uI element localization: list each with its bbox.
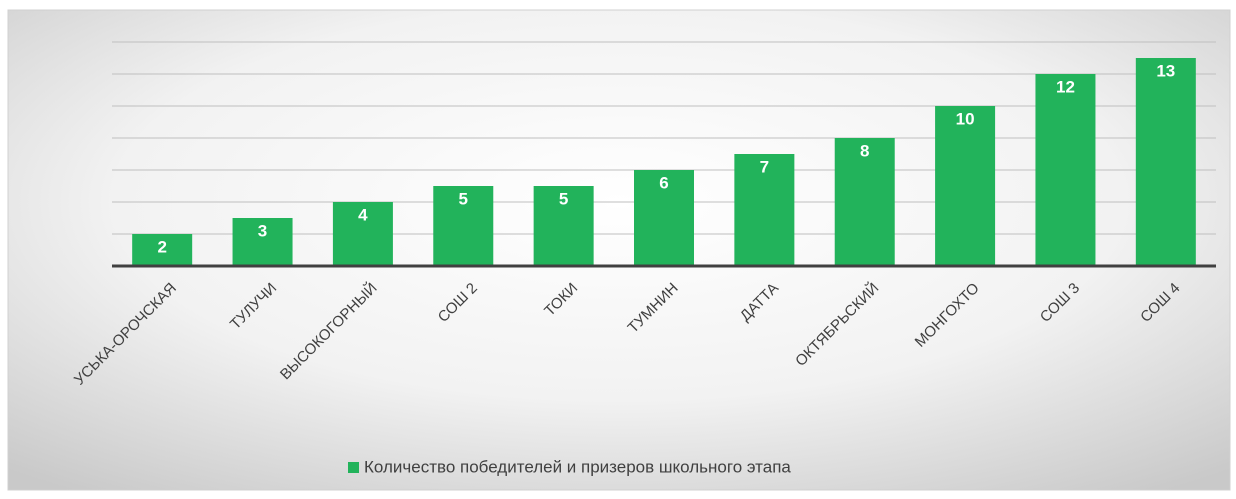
data-label: 7 — [760, 157, 769, 176]
bar — [634, 170, 694, 266]
chart-background — [7, 9, 1231, 491]
data-label: 12 — [1056, 77, 1075, 96]
bar — [332, 202, 393, 266]
data-label: 5 — [459, 189, 468, 208]
bar — [734, 154, 795, 266]
data-label: 3 — [258, 221, 267, 240]
legend-swatch — [348, 462, 359, 473]
data-label: 10 — [956, 109, 975, 128]
data-label: 4 — [358, 205, 368, 224]
bar — [935, 106, 996, 266]
data-label: 8 — [860, 141, 869, 160]
bar — [132, 234, 193, 266]
data-label: 5 — [559, 189, 568, 208]
bar — [834, 138, 895, 266]
data-label: 2 — [157, 237, 166, 256]
bar — [232, 218, 293, 266]
data-label: 6 — [659, 173, 668, 192]
bar — [1135, 58, 1196, 266]
data-label: 13 — [1156, 61, 1175, 80]
legend-label: Количество победителей и призеров школьн… — [364, 457, 791, 476]
bar — [433, 186, 494, 266]
bar — [1035, 74, 1096, 266]
bar — [533, 186, 594, 266]
